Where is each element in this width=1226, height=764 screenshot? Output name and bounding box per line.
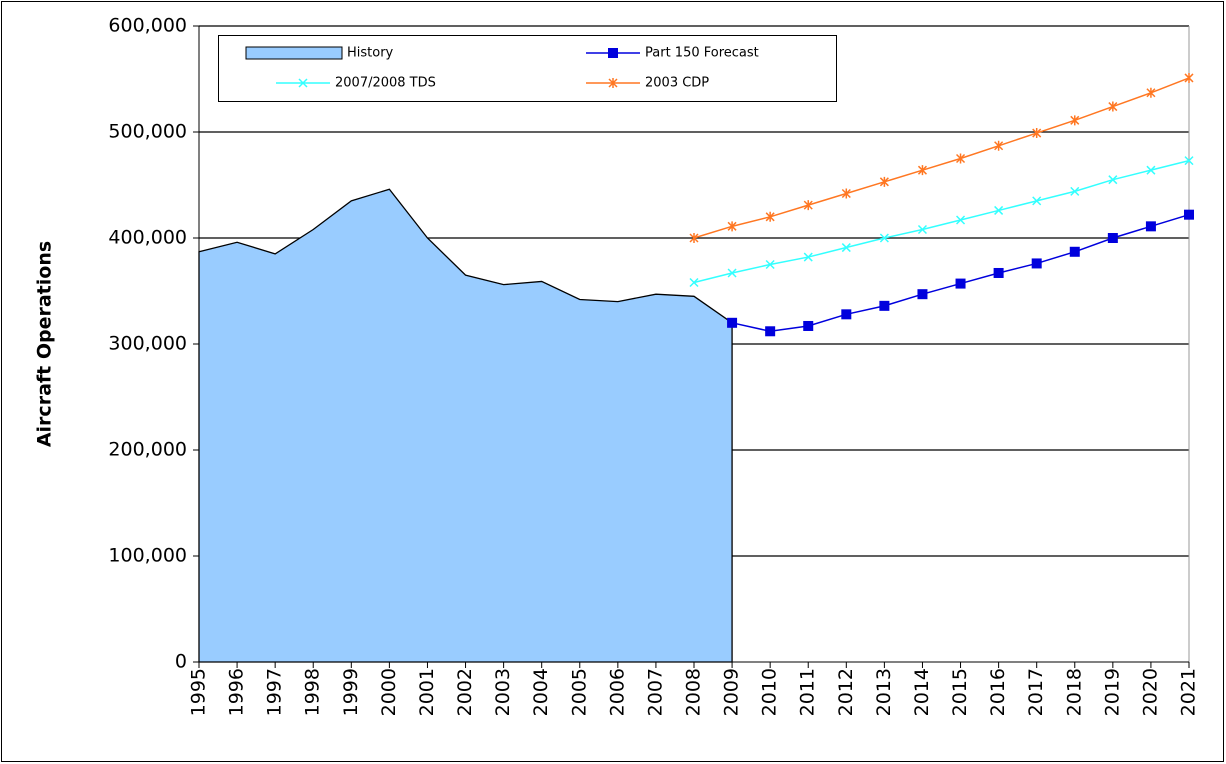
legend-label: History <box>347 46 394 61</box>
point-marker <box>917 224 927 235</box>
x-tick-label: 2018 <box>1063 668 1085 716</box>
point-marker <box>1070 186 1080 196</box>
point-marker <box>956 215 966 225</box>
point-marker <box>994 140 1004 151</box>
legend-label: Part 150 Forecast <box>645 46 759 61</box>
point-marker <box>1145 221 1156 232</box>
point-marker <box>1184 72 1194 83</box>
x-tick-label: 2011 <box>797 668 819 716</box>
point-marker <box>765 211 775 222</box>
y-tick-label: 500,000 <box>108 121 187 143</box>
x-tick-label: 2016 <box>987 668 1009 716</box>
y-tick-label: 0 <box>175 651 187 673</box>
x-tick-label: 2005 <box>568 668 590 716</box>
point-marker <box>1032 128 1042 139</box>
point-marker <box>1070 115 1080 126</box>
x-tick-label: 2009 <box>721 668 743 716</box>
point-marker <box>841 309 852 320</box>
point-marker <box>803 252 813 262</box>
point-marker <box>917 165 927 176</box>
point-marker <box>1069 246 1080 257</box>
x-tick-label: 2013 <box>873 668 895 716</box>
point-marker <box>879 300 890 311</box>
x-tick-label: 2019 <box>1101 668 1123 716</box>
point-marker <box>994 205 1004 215</box>
x-tick-label: 1995 <box>188 668 210 716</box>
point-marker <box>879 176 889 187</box>
series-line <box>693 159 1190 284</box>
x-tick-label: 2000 <box>378 668 400 716</box>
legend-marker <box>608 78 618 88</box>
y-tick-label: 400,000 <box>108 227 187 249</box>
point-marker <box>765 259 775 270</box>
x-tick-label: 2004 <box>530 668 552 716</box>
point-marker <box>879 233 889 243</box>
point-marker <box>1146 165 1156 175</box>
point-marker <box>1184 156 1194 166</box>
point-marker <box>689 233 699 243</box>
point-marker <box>917 289 928 300</box>
x-tick-label: 2020 <box>1139 668 1161 716</box>
y-tick-label: 300,000 <box>108 333 187 355</box>
legend-label: 2003 CDP <box>645 76 709 91</box>
y-tick-label: 200,000 <box>108 439 187 461</box>
point-marker <box>956 153 966 164</box>
point-marker <box>1184 209 1194 220</box>
point-marker <box>841 243 851 253</box>
point-marker <box>1107 233 1118 243</box>
y-tick-label: 600,000 <box>108 15 187 37</box>
x-tick-label: 2021 <box>1178 668 1200 716</box>
point-marker <box>1108 101 1118 112</box>
x-tick-label: 2001 <box>416 668 438 716</box>
point-marker <box>727 221 737 232</box>
x-tick-label: 2017 <box>1025 668 1047 716</box>
point-marker <box>727 268 737 278</box>
point-marker <box>841 188 851 199</box>
point-marker <box>1032 196 1042 206</box>
x-tick-label: 2006 <box>606 668 628 716</box>
point-marker <box>955 278 966 289</box>
history-area <box>198 188 733 663</box>
point-marker <box>765 326 776 337</box>
x-tick-label: 2015 <box>949 668 971 716</box>
point-marker <box>1031 258 1042 269</box>
x-tick-label: 2014 <box>911 668 933 716</box>
point-marker <box>689 277 699 288</box>
x-tick-label: 2003 <box>492 668 514 716</box>
legend-swatch <box>245 46 343 60</box>
x-tick-label: 1999 <box>340 668 362 716</box>
x-tick-label: 2002 <box>454 668 476 716</box>
x-tick-label: 2010 <box>759 668 781 716</box>
point-marker <box>1108 175 1118 185</box>
series-line <box>693 77 1190 239</box>
x-tick-label: 2007 <box>644 668 666 716</box>
point-marker <box>1146 87 1156 98</box>
point-marker <box>993 267 1004 278</box>
point-marker <box>803 320 814 331</box>
legend-label: 2007/2008 TDS <box>335 76 436 91</box>
point-marker <box>803 200 813 211</box>
x-tick-label: 2012 <box>835 668 857 716</box>
legend-marker <box>298 78 308 88</box>
point-marker <box>727 317 738 328</box>
y-axis-label: Aircraft Operations <box>34 241 56 447</box>
x-tick-label: 1996 <box>226 668 248 716</box>
x-tick-label: 1998 <box>302 668 324 716</box>
x-tick-label: 1997 <box>264 668 286 716</box>
legend-marker <box>608 48 618 58</box>
x-tick-label: 2008 <box>683 668 705 716</box>
y-tick-label: 100,000 <box>108 545 187 567</box>
